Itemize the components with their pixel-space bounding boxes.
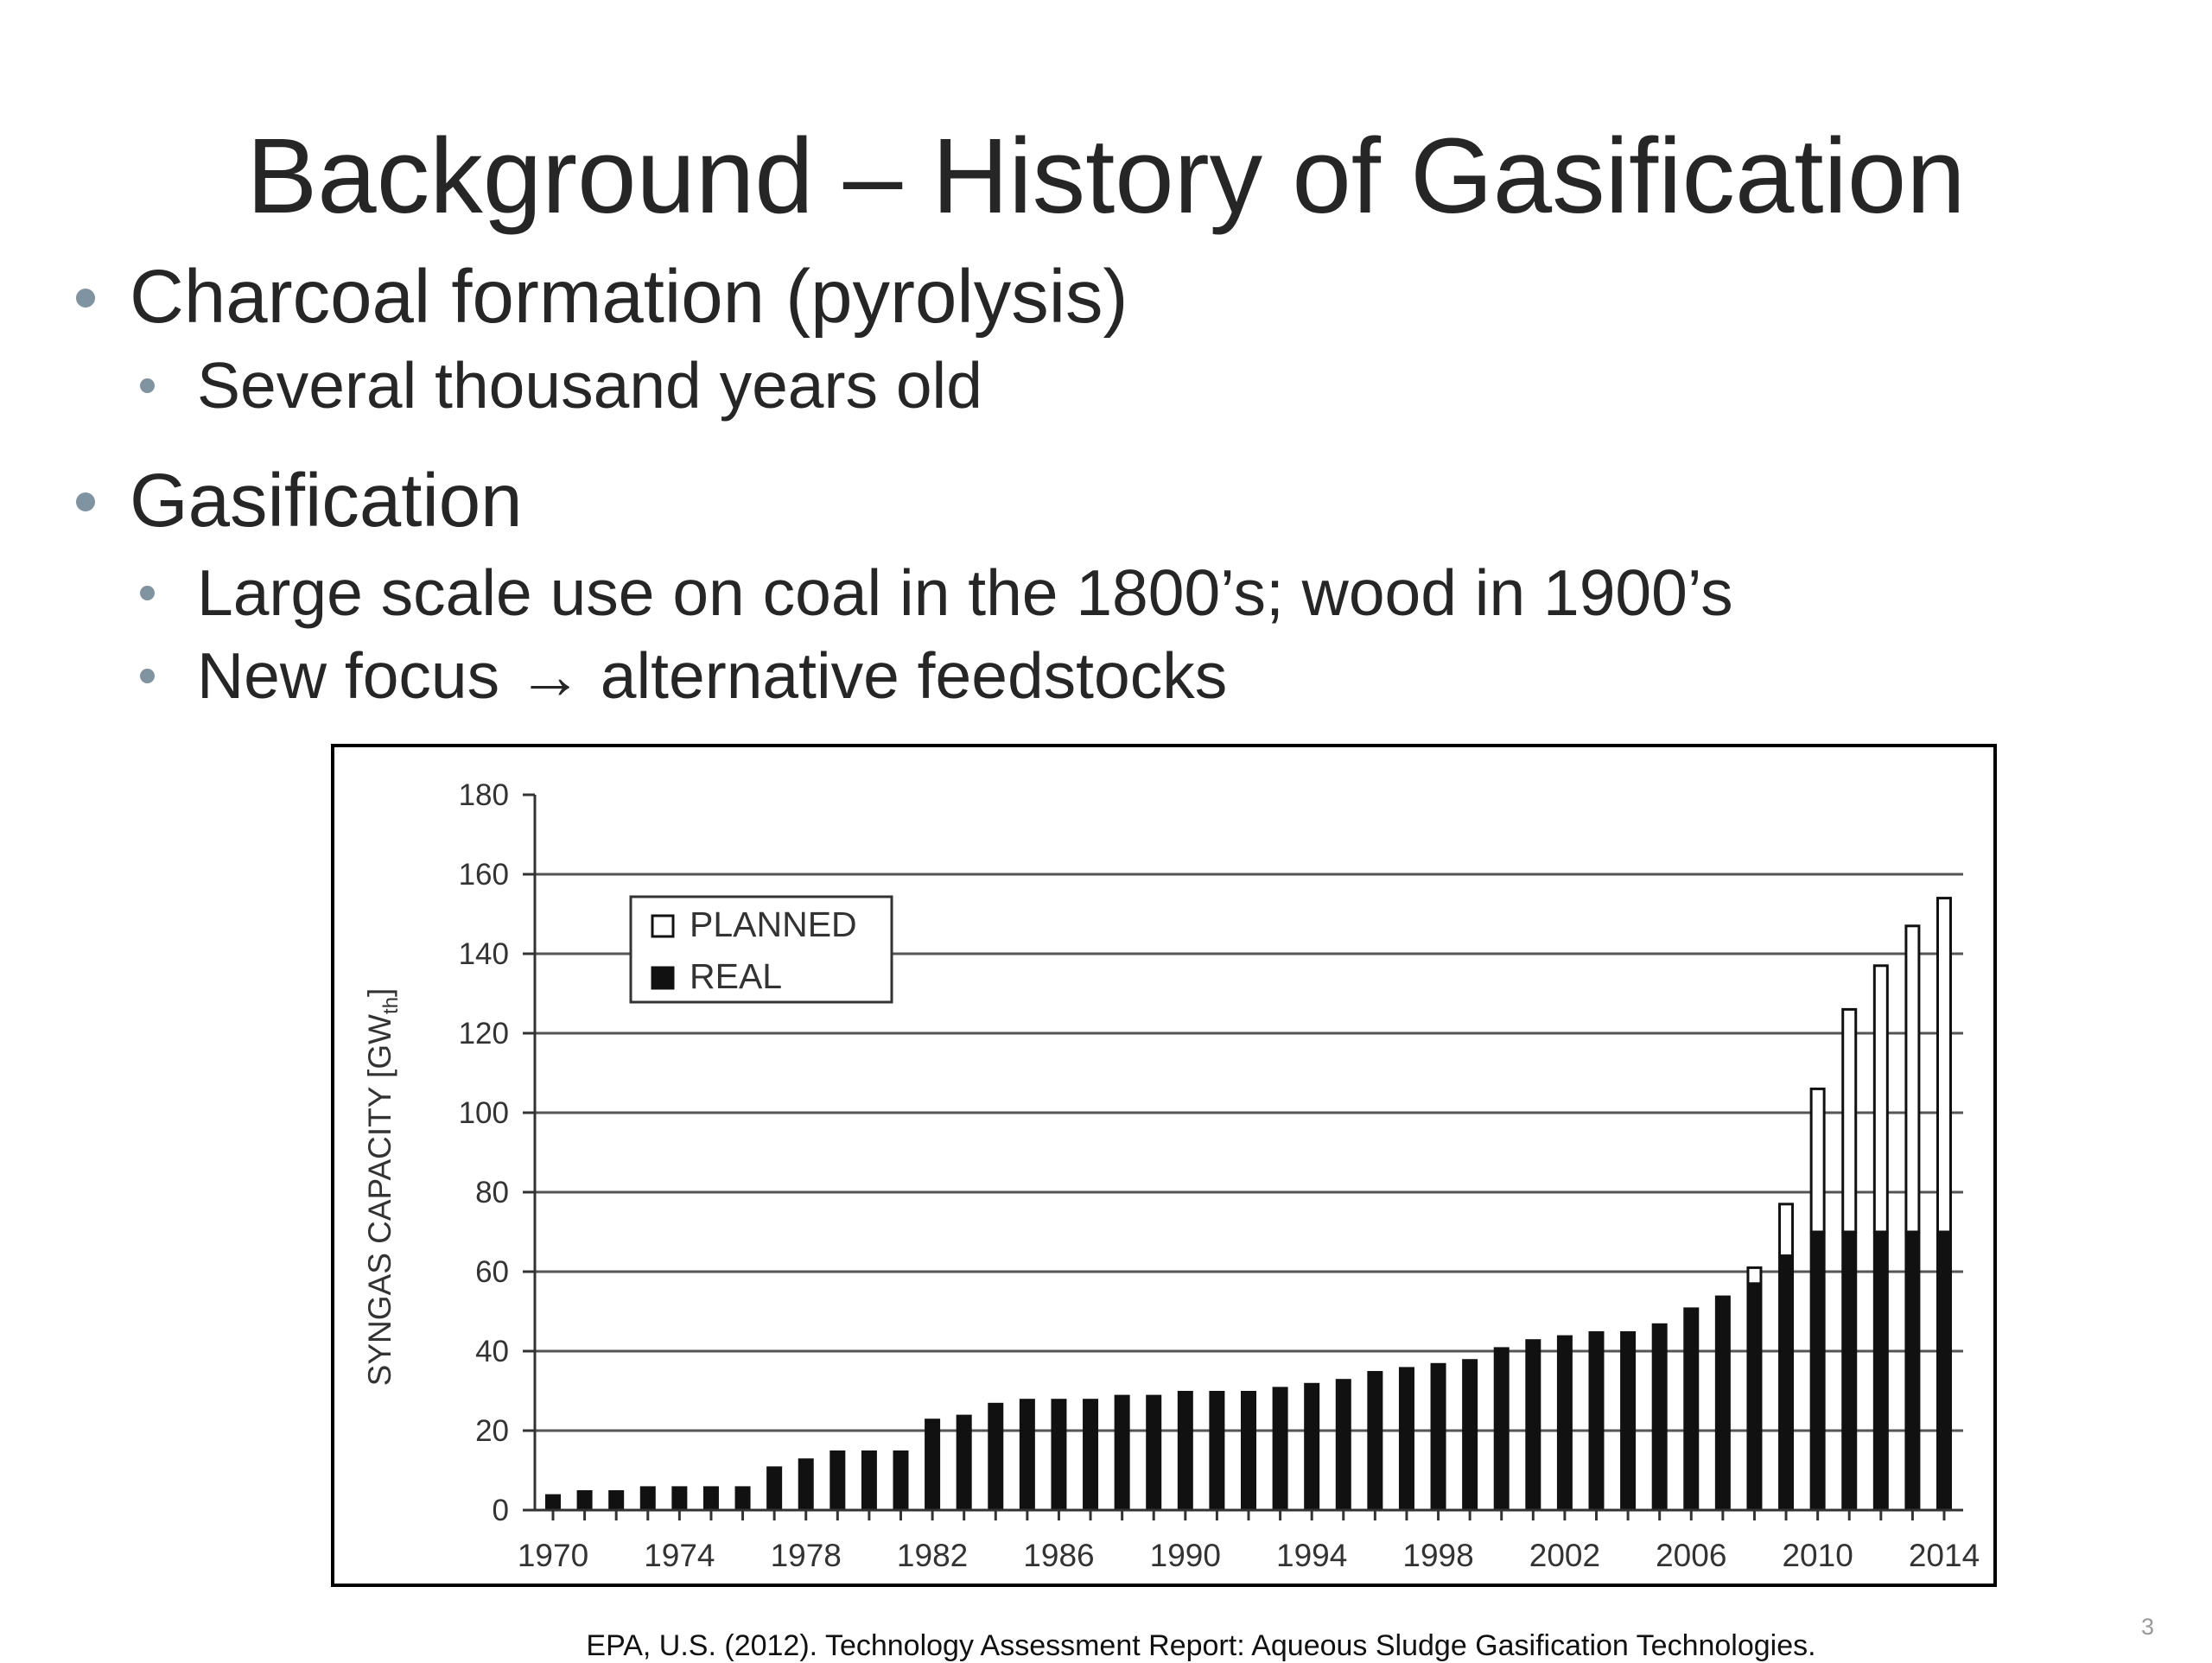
bar-real-1976 (734, 1486, 751, 1510)
bar-real-1975 (702, 1486, 719, 1510)
y-tick-label: 0 (493, 1494, 509, 1527)
bar-planned-2012 (1872, 964, 1889, 1234)
y-axis-title: SYNGAS CAPACITY [GWth] (362, 988, 403, 1387)
slide-title: Background – History of Gasification (246, 117, 1966, 236)
bar-real-1985 (1019, 1399, 1035, 1510)
legend-swatch-planned-icon (651, 914, 675, 938)
bar-real-1970 (545, 1494, 561, 1510)
x-tick-label: 2010 (1782, 1538, 1853, 1573)
bar-real-1993 (1272, 1387, 1288, 1510)
x-tick-label: 2014 (1909, 1538, 1980, 1573)
y-tick-label: 140 (459, 937, 509, 971)
bar-real-2005 (1651, 1323, 1668, 1510)
bar-real-1971 (576, 1490, 593, 1510)
x-tick-label: 1986 (1023, 1538, 1094, 1573)
bar-real-1996 (1367, 1371, 1383, 1510)
x-tick-label: 1982 (897, 1538, 968, 1573)
bar-planned-2013 (1904, 924, 1921, 1234)
syngas-capacity-chart: 0 20 40 60 80 100 120 140 160 180 SYNGAS CAPACITY … (362, 778, 1980, 1573)
bullet-text: Gasification (130, 459, 523, 543)
bar-real-1978 (798, 1458, 814, 1510)
bar-real-2013 (1904, 1232, 1921, 1510)
bar-real-2014 (1936, 1232, 1952, 1510)
sub-bullet-large-scale-use: Large scale use on coal in the 1800’s; w… (140, 556, 1733, 629)
bullet-dot-icon (76, 492, 95, 511)
x-tick-label: 1994 (1276, 1538, 1347, 1573)
y-tick-label: 100 (459, 1096, 509, 1130)
bar-real-2007 (1714, 1295, 1731, 1510)
bar-real-1977 (766, 1466, 783, 1510)
bar-real-2003 (1588, 1331, 1605, 1510)
bar-real-1980 (861, 1450, 877, 1510)
bar-real-1987 (1083, 1399, 1099, 1510)
bar-real-1973 (639, 1486, 656, 1510)
bar-real-1974 (671, 1486, 688, 1510)
bullet-charcoal: Charcoal formation (pyrolysis) (76, 255, 1128, 339)
bar-real-2008 (1746, 1283, 1763, 1510)
bar-real-1991 (1209, 1391, 1225, 1510)
bar-real-1992 (1241, 1391, 1256, 1510)
bar-planned-2014 (1936, 897, 1952, 1234)
bar-real-2000 (1493, 1347, 1510, 1510)
bullet-gasification: Gasification (76, 459, 523, 543)
chart-frame: 0 20 40 60 80 100 120 140 160 180 SYNGAS CAPACITY … (331, 744, 1997, 1587)
legend-swatch-real-icon (651, 966, 675, 990)
sub-bullet-several-thousand-years: Several thousand years old (140, 349, 982, 422)
y-tick-label: 60 (475, 1255, 509, 1289)
legend-label-planned: PLANNED (690, 904, 857, 944)
bar-real-1983 (956, 1414, 972, 1510)
y-tick-label: 180 (459, 778, 509, 812)
bar-planned-2008 (1746, 1266, 1763, 1285)
citation: EPA, U.S. (2012). Technology Assessment … (586, 1629, 1816, 1662)
bar-real-1997 (1398, 1367, 1414, 1510)
bar-real-2012 (1872, 1232, 1889, 1510)
bar-real-2002 (1556, 1335, 1573, 1510)
y-tick-label: 80 (475, 1176, 509, 1209)
bar-real-2006 (1683, 1307, 1700, 1510)
bar-real-1986 (1051, 1399, 1067, 1510)
y-tick-label: 120 (459, 1017, 509, 1050)
bar-real-2009 (1778, 1255, 1795, 1510)
bar-real-1981 (893, 1450, 909, 1510)
sub-bullet-new-focus: New focus → alternative feedstocks (140, 639, 1228, 712)
bar-planned-2011 (1841, 1007, 1858, 1234)
x-tick-label: 1974 (644, 1538, 715, 1573)
bullet-text: Charcoal formation (pyrolysis) (130, 255, 1128, 339)
legend-label-real: REAL (690, 956, 782, 996)
sub-bullet-text: Several thousand years old (197, 349, 982, 422)
x-tick-label: 1978 (771, 1538, 842, 1573)
bar-real-1972 (608, 1490, 625, 1510)
bar-planned-2009 (1778, 1203, 1795, 1258)
y-tick-label: 20 (475, 1414, 509, 1448)
page-number: 3 (2141, 1614, 2155, 1640)
bar-real-2004 (1620, 1331, 1637, 1510)
bar-real-2010 (1809, 1232, 1826, 1510)
sub-bullet-dot-icon (140, 586, 155, 600)
sub-bullet-text: New focus → alternative feedstocks (197, 639, 1228, 712)
bar-real-1984 (988, 1402, 1004, 1510)
bar-real-1990 (1177, 1391, 1193, 1510)
x-tick-label: 1990 (1150, 1538, 1221, 1573)
x-tick-label: 2002 (1529, 1538, 1600, 1573)
bar-real-1999 (1462, 1359, 1478, 1510)
y-tick-label: 160 (459, 858, 509, 892)
bar-real-1989 (1146, 1394, 1162, 1510)
y-tick-label: 40 (475, 1335, 509, 1368)
sub-bullet-dot-icon (140, 378, 155, 393)
sub-bullet-text: Large scale use on coal in the 1800’s; w… (197, 556, 1733, 629)
bar-real-2001 (1525, 1339, 1541, 1510)
x-tick-label: 2006 (1656, 1538, 1726, 1573)
bar-real-1994 (1304, 1382, 1320, 1510)
bar-planned-2010 (1809, 1087, 1826, 1234)
bar-real-2011 (1841, 1232, 1858, 1510)
sub-bullet-dot-icon (140, 669, 155, 683)
bar-real-1982 (925, 1419, 941, 1510)
bar-real-1979 (830, 1450, 846, 1510)
x-tick-label: 1970 (518, 1538, 588, 1573)
bullet-dot-icon (76, 289, 95, 308)
bar-real-1998 (1430, 1362, 1446, 1510)
bar-real-1988 (1114, 1394, 1130, 1510)
bar-real-1995 (1335, 1379, 1351, 1510)
x-tick-label: 1998 (1402, 1538, 1473, 1573)
